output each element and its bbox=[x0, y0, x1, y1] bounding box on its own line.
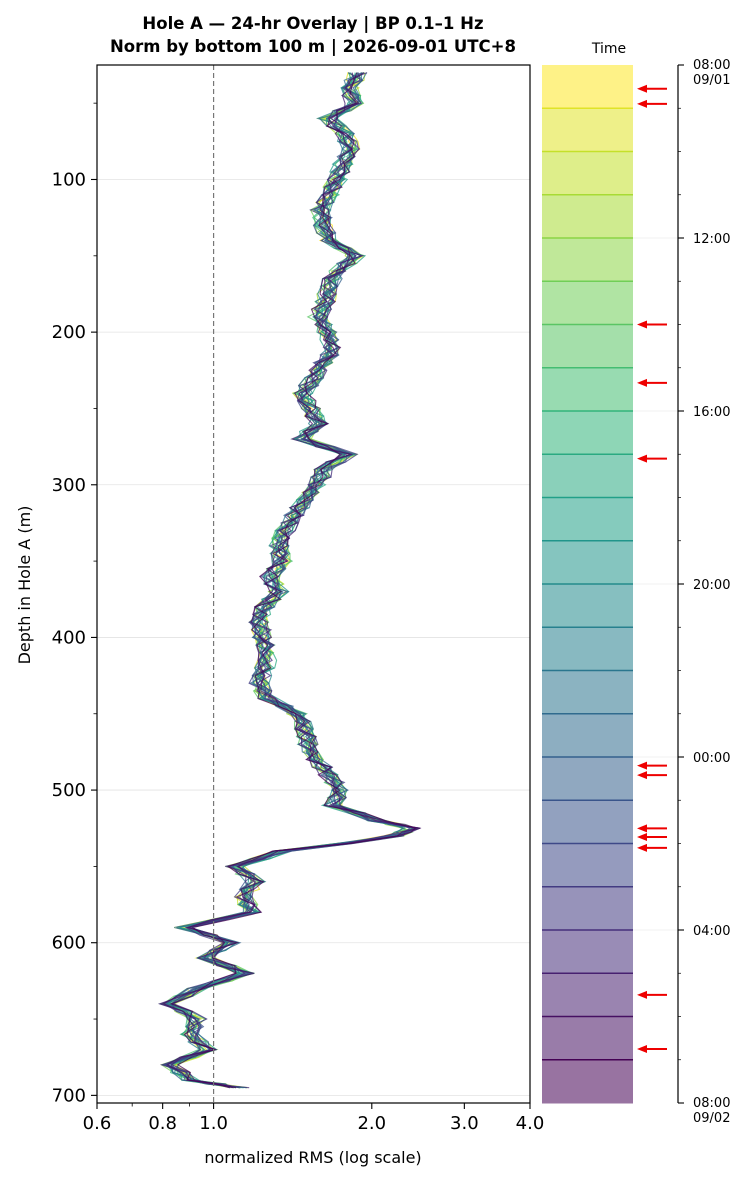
arrow-marker-4 bbox=[637, 378, 667, 387]
arrow-marker-11 bbox=[637, 990, 667, 999]
chart-title-line-1: Hole A — 24-hr Overlay | BP 0.1–1 Hz bbox=[142, 14, 483, 34]
arrow-marker-6 bbox=[637, 761, 667, 770]
colorbar-tick-label-1: 12:00 bbox=[693, 232, 730, 247]
y-tick-label-6: 700 bbox=[52, 1085, 86, 1106]
x-tick-label-4: 3.0 bbox=[450, 1113, 479, 1134]
arrow-marker-2 bbox=[637, 99, 667, 108]
y-tick-label-2: 300 bbox=[52, 475, 86, 496]
y-tick-label-1: 200 bbox=[52, 322, 86, 343]
y-tick-label-0: 100 bbox=[52, 169, 86, 190]
colorbar-band-11 bbox=[542, 497, 633, 542]
time-colorbar: Time 08:00 09/01 12:00 16:00 20:00 00:00 04:00… bbox=[542, 41, 730, 1126]
x-tick-label-2: 1.0 bbox=[199, 1113, 228, 1134]
x-tick-label-0: 0.6 bbox=[83, 1113, 112, 1134]
x-tick-label-3: 2.0 bbox=[357, 1113, 386, 1134]
colorbar-band-23 bbox=[542, 1016, 633, 1061]
colorbar-band-4 bbox=[542, 194, 633, 239]
colorbar-band-19 bbox=[542, 843, 633, 888]
colorbar-tick-label-3: 20:00 bbox=[693, 578, 730, 593]
series-line-10 bbox=[158, 72, 417, 1089]
x-tick-label-5: 4.0 bbox=[516, 1113, 545, 1134]
x-axis-ticks: 0.6 0.8 1.0 2.0 3.0 4.0 bbox=[83, 1103, 545, 1134]
arrow-marker-10 bbox=[637, 843, 667, 852]
colorbar-band-3 bbox=[542, 151, 633, 196]
series-line-21 bbox=[159, 72, 418, 1089]
colorbar-band-24 bbox=[542, 1059, 633, 1104]
colorbar-band-6 bbox=[542, 281, 633, 325]
colorbar-band-22 bbox=[542, 973, 633, 1017]
y-tick-label-3: 400 bbox=[52, 627, 86, 648]
colorbar-tick-label-2: 16:00 bbox=[693, 405, 730, 420]
arrow-marker-3 bbox=[637, 320, 667, 329]
colorbar-band-16 bbox=[542, 713, 633, 758]
arrow-marker-9 bbox=[637, 833, 667, 842]
y-axis-label: Depth in Hole A (m) bbox=[15, 506, 34, 665]
series-line-23 bbox=[161, 72, 421, 1089]
plot-area: 0.6 0.8 1.0 2.0 3.0 4.0 100 200 300 400 500 600 700… bbox=[15, 64, 545, 1167]
series-lines bbox=[157, 72, 422, 1089]
colorbar-tick-label-5: 04:00 bbox=[693, 924, 730, 939]
colorbar-label: Time bbox=[591, 41, 626, 57]
colorbar-band-8 bbox=[542, 367, 633, 412]
y-tick-label-5: 600 bbox=[52, 933, 86, 954]
colorbar-band-15 bbox=[542, 670, 633, 715]
colorbar-band-21 bbox=[542, 930, 633, 974]
arrow-marker-1 bbox=[637, 84, 667, 93]
arrow-marker-5 bbox=[637, 454, 667, 463]
colorbar-time-ticks: 08:00 09/01 12:00 16:00 20:00 00:00 04:00 08:00… bbox=[678, 58, 730, 1126]
colorbar-band-18 bbox=[542, 800, 633, 844]
y-tick-label-4: 500 bbox=[52, 780, 86, 801]
colorbar-band-9 bbox=[542, 411, 633, 455]
colorbar-band-1 bbox=[542, 65, 633, 109]
colorbar-band-7 bbox=[542, 324, 633, 369]
x-axis-label: normalized RMS (log scale) bbox=[204, 1148, 421, 1167]
colorbar-band-5 bbox=[542, 238, 633, 282]
colorbar-bands bbox=[542, 65, 678, 1104]
colorbar-tick-label-4: 00:00 bbox=[693, 751, 730, 766]
arrow-marker-8 bbox=[637, 824, 667, 833]
colorbar-band-10 bbox=[542, 454, 633, 498]
colorbar-band-2 bbox=[542, 108, 633, 152]
chart-title-line-2: Norm by bottom 100 m | 2026-09-01 UTC+8 bbox=[110, 37, 516, 57]
x-tick-label-1: 0.8 bbox=[148, 1113, 177, 1134]
series-line-22 bbox=[157, 72, 422, 1089]
y-axis-ticks: 100 200 300 400 500 600 700 bbox=[52, 102, 97, 1106]
colorbar-band-14 bbox=[542, 627, 633, 671]
colorbar-tick-label-0: 08:00 09/01 bbox=[693, 58, 730, 88]
arrow-marker-12 bbox=[637, 1044, 667, 1053]
colorbar-band-17 bbox=[542, 757, 633, 801]
colorbar-band-12 bbox=[542, 540, 633, 585]
colorbar-arrow-markers bbox=[637, 84, 667, 1053]
colorbar-band-13 bbox=[542, 584, 633, 628]
series-line-24 bbox=[169, 72, 417, 1089]
colorbar-tick-label-6: 08:00 09/02 bbox=[693, 1096, 730, 1126]
arrow-marker-7 bbox=[637, 771, 667, 780]
plot-frame bbox=[96, 64, 531, 1104]
colorbar-band-20 bbox=[542, 886, 633, 931]
